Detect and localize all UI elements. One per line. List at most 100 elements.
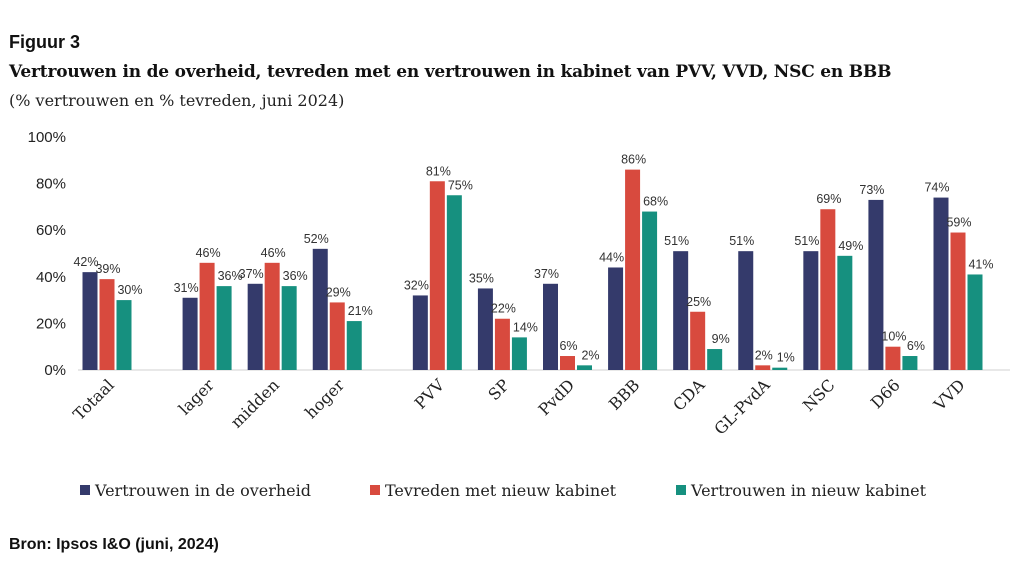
- data-label: 37%: [239, 267, 264, 281]
- source-note: Bron: Ipsos I&O (juni, 2024): [9, 536, 219, 553]
- bar: [281, 286, 297, 370]
- bar: [902, 356, 918, 370]
- data-label: 36%: [218, 269, 243, 283]
- bar: [346, 321, 362, 370]
- legend-label: Vertrouwen in de overheid: [94, 481, 311, 500]
- bar: [477, 288, 493, 370]
- legend-swatch: [370, 485, 380, 495]
- data-label: 81%: [426, 164, 451, 178]
- bar: [625, 169, 641, 370]
- data-label: 59%: [946, 216, 971, 230]
- y-tick-label: 80%: [36, 176, 66, 193]
- data-label: 39%: [95, 262, 120, 276]
- data-label: 32%: [404, 278, 429, 292]
- category-label: PvdD: [535, 375, 579, 419]
- chart-subtitle: (% vertrouwen en % tevreden, juni 2024): [9, 91, 345, 110]
- bar: [247, 283, 263, 370]
- y-tick-label: 60%: [36, 222, 66, 239]
- category-label: midden: [227, 375, 283, 431]
- y-tick-label: 100%: [28, 129, 66, 146]
- bar: [312, 248, 328, 370]
- bar: [933, 197, 949, 370]
- data-label: 75%: [448, 178, 473, 192]
- bar: [950, 232, 966, 370]
- bar: [494, 318, 510, 370]
- data-label: 30%: [117, 283, 142, 297]
- bar: [82, 272, 98, 370]
- bar: [803, 251, 819, 370]
- bar: [738, 251, 754, 370]
- data-label: 25%: [686, 295, 711, 309]
- figure-label: Figuur 3: [9, 32, 80, 52]
- bar: [690, 311, 706, 370]
- bar: [577, 365, 592, 370]
- data-label: 37%: [534, 267, 559, 281]
- bar: [820, 209, 836, 370]
- data-label: 21%: [348, 304, 373, 318]
- data-label: 86%: [621, 153, 646, 167]
- category-label: VVD: [929, 375, 969, 415]
- data-label: 51%: [794, 234, 819, 248]
- data-label: 44%: [599, 250, 624, 264]
- data-label: 42%: [73, 255, 98, 269]
- y-tick-label: 20%: [36, 315, 66, 332]
- bar: [868, 199, 884, 370]
- data-label: 1%: [777, 351, 795, 365]
- data-label: 52%: [304, 232, 329, 246]
- data-label: 74%: [924, 181, 949, 195]
- data-label: 73%: [859, 183, 884, 197]
- bar: [543, 283, 558, 370]
- data-label: 10%: [881, 330, 906, 344]
- chart-title: Vertrouwen in de overheid, tevreden met …: [9, 62, 892, 82]
- data-label: 46%: [261, 246, 286, 260]
- bar: [116, 300, 132, 370]
- data-label: 51%: [729, 234, 754, 248]
- data-label: 68%: [643, 195, 668, 209]
- bar: [837, 255, 853, 370]
- bar: [642, 211, 658, 370]
- data-label: 22%: [491, 302, 516, 316]
- bar: [429, 181, 445, 370]
- legend-swatch: [80, 485, 90, 495]
- legend-swatch: [676, 485, 686, 495]
- category-label: GL-PvdA: [710, 375, 774, 439]
- category-label: BBB: [605, 375, 643, 413]
- bar: [707, 349, 723, 370]
- bar: [967, 274, 983, 370]
- data-label: 2%: [581, 348, 599, 362]
- data-label: 6%: [559, 339, 577, 353]
- bar: [755, 365, 771, 370]
- bar: [99, 279, 115, 370]
- bar: [446, 195, 462, 370]
- category-label: Totaal: [69, 375, 118, 424]
- data-label: 14%: [513, 320, 538, 334]
- bar: [182, 297, 198, 370]
- category-label: PVV: [411, 375, 449, 413]
- bar: [199, 262, 215, 370]
- data-label: 6%: [907, 339, 925, 353]
- data-label: 31%: [174, 281, 199, 295]
- data-label: 49%: [838, 239, 863, 253]
- bar: [511, 337, 527, 370]
- category-label: CDA: [669, 375, 709, 415]
- bar: [329, 302, 345, 370]
- data-label: 51%: [664, 234, 689, 248]
- data-label: 69%: [816, 192, 841, 206]
- bar: [264, 262, 280, 370]
- bar: [673, 251, 689, 370]
- bar: [216, 286, 232, 370]
- bar: [560, 356, 575, 370]
- data-label: 41%: [968, 257, 993, 271]
- category-label: D66: [867, 375, 904, 412]
- bar: [608, 267, 624, 370]
- data-label: 9%: [712, 332, 730, 346]
- legend-label: Tevreden met nieuw kabinet: [385, 481, 617, 500]
- category-label: hoger: [301, 375, 348, 422]
- data-label: 2%: [755, 348, 773, 362]
- bar: [412, 295, 428, 370]
- bar: [885, 346, 901, 370]
- y-tick-label: 0%: [44, 362, 66, 379]
- category-label: SP: [484, 375, 513, 404]
- data-label: 35%: [469, 271, 494, 285]
